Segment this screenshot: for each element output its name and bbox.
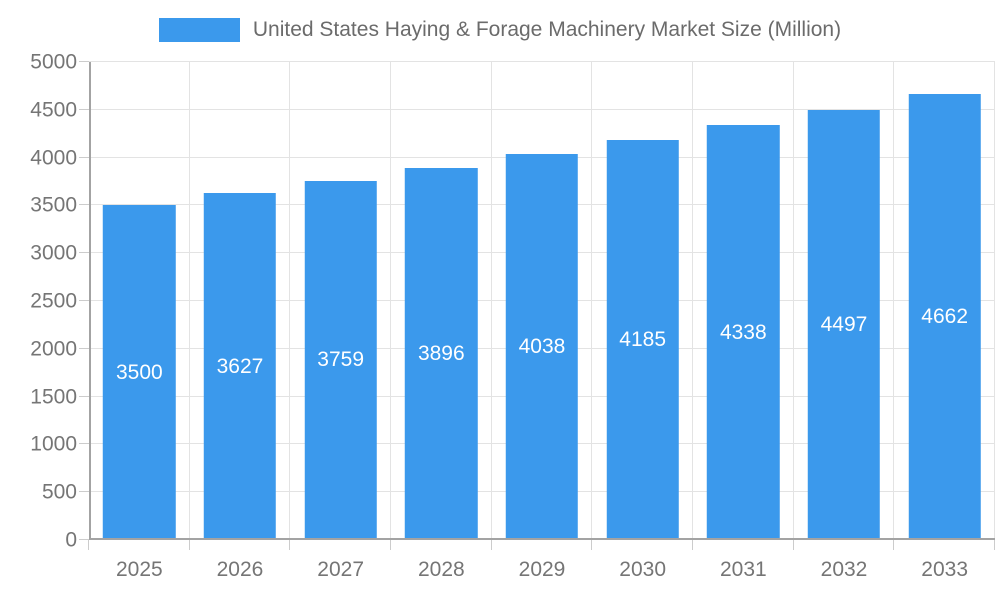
y-axis-labels: 0 500 1000 1500 2000 2500 3000 3500 4000 4500 5000 [0,52,77,551]
y-axis-tick [79,108,89,110]
x-axis-tick [289,540,291,550]
x-axis-tick [389,540,391,550]
y-axis-tick [79,156,89,158]
x-axis-tick [188,540,190,550]
gridline-v [289,62,291,540]
x-tick-label: 2026 [216,558,264,581]
gridline-v [389,62,391,540]
bar-value-label: 4185 [619,327,667,351]
bar-2030[interactable]: 4185 [606,139,679,540]
gridline-h [89,108,995,110]
category-cell-2029: 4038 [492,62,593,540]
y-axis-tick [79,491,89,493]
bar-value-label: 3500 [115,360,163,384]
gridline-v [591,62,593,540]
x-tick-label: 2030 [619,558,667,581]
gridline-v [893,62,895,540]
bar-2026[interactable]: 3627 [203,193,277,540]
bar-value-label: 4497 [820,313,868,337]
y-tick-label: 1000 [30,432,77,456]
category-cell-2030: 4185 [592,62,693,540]
y-axis-tick [79,252,89,254]
category-cell-2031: 4338 [693,62,794,540]
category-cell-2028: 3896 [391,62,492,540]
x-tick-label: 2029 [518,558,566,581]
x-axis-tick [691,540,693,550]
gridline-v [691,62,693,540]
bar-value-label: 4338 [719,320,767,344]
y-tick-label: 2000 [30,337,77,361]
legend-swatch [158,18,240,42]
x-axis-tick [792,540,794,550]
category-cell-2032: 4497 [794,62,895,540]
gridline-h [89,61,995,62]
y-axis-line [89,62,91,540]
category-cell-2026: 3627 [190,62,291,540]
y-tick-label: 4000 [30,146,77,170]
x-axis-labels: 2025 2026 2027 2028 2029 2030 2031 2032 2033 [89,556,995,586]
y-tick-label: 3500 [30,193,77,217]
x-axis-tick [490,540,492,550]
bar-2028[interactable]: 3896 [405,167,478,540]
bar-value-label: 3759 [317,348,365,372]
x-tick-label: 2025 [115,558,163,581]
category-cell-2027: 3759 [290,62,391,540]
gridline-v [792,62,794,540]
gridline-v [490,62,492,540]
plot-area: 3500 3627 3759 3896 4038 4185 4338 4497 4662 [79,61,995,550]
x-tick-label: 2031 [719,558,767,581]
bar-value-label: 3627 [216,354,264,378]
y-axis-tick [79,204,89,206]
x-axis-tick [893,540,895,550]
y-tick-label: 2500 [30,289,77,313]
category-cell-2033: 4662 [894,62,995,540]
legend-item[interactable]: United States Haying & Forage Machinery … [158,17,842,43]
bar-2027[interactable]: 3759 [304,180,377,540]
y-axis-tick [79,539,89,540]
bar-2029[interactable]: 4038 [505,153,579,540]
x-tick-label: 2027 [317,558,365,581]
y-axis-tick [79,443,89,445]
gridline-v [188,62,190,540]
x-axis-tick [88,540,89,550]
gridline-v [994,62,995,540]
y-axis-tick [79,61,89,62]
bar-2031[interactable]: 4338 [707,125,780,540]
category-cell-2025: 3500 [89,62,190,540]
bar-value-label: 3896 [417,341,465,365]
y-axis-tick [79,300,89,301]
x-tick-label: 2028 [417,558,465,581]
x-tick-label: 2033 [921,558,969,581]
bar-2025[interactable]: 3500 [103,205,176,540]
x-axis-tick [591,540,593,550]
bar-value-label: 4662 [921,305,969,329]
y-axis-tick [79,347,89,349]
y-tick-label: 5000 [30,50,77,74]
legend-label: United States Haying & Forage Machinery … [252,18,842,41]
y-tick-label: 3000 [30,241,77,265]
y-tick-label: 1500 [30,385,77,409]
bar-2033[interactable]: 4662 [908,94,981,540]
x-axis-tick [994,540,995,550]
y-tick-label: 4500 [30,98,77,122]
bar-2032[interactable]: 4497 [807,110,881,540]
x-axis-line [89,538,995,540]
y-axis-tick [79,395,89,397]
y-tick-label: 0 [65,528,77,552]
bar-value-label: 4038 [518,334,566,358]
x-tick-label: 2032 [820,558,868,581]
legend: United States Haying & Forage Machinery … [0,17,1000,43]
y-tick-label: 500 [41,480,77,504]
